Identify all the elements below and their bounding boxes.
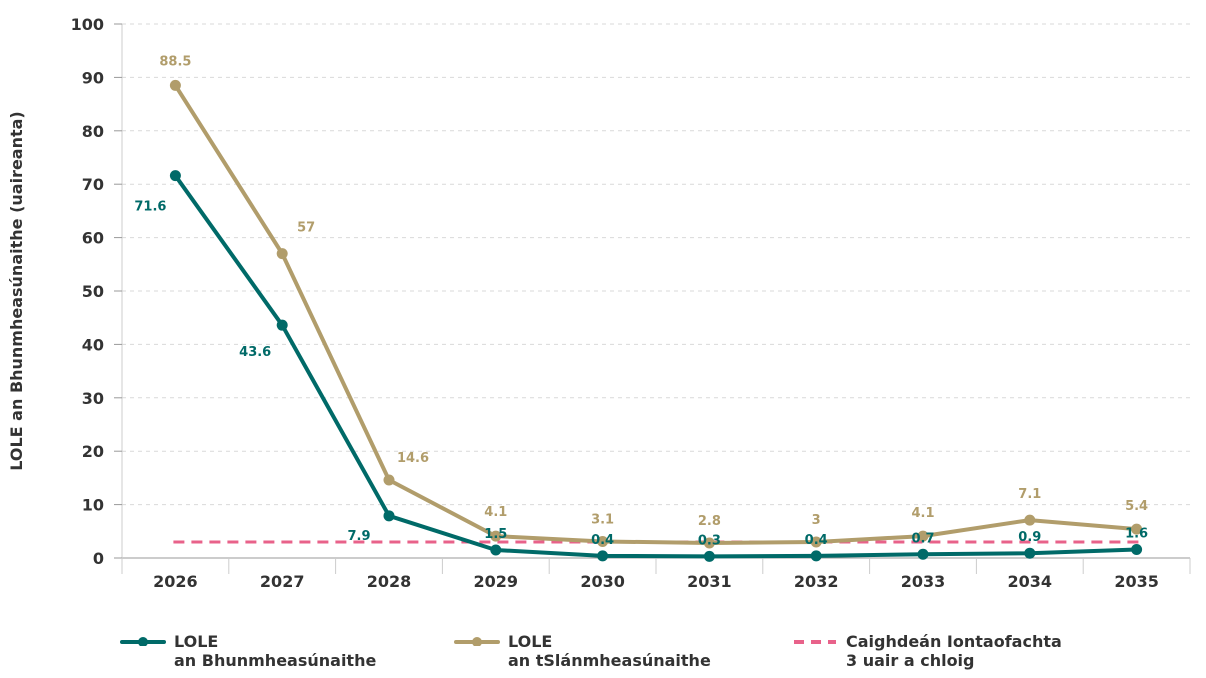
x-tick-label: 2027: [260, 572, 305, 591]
data-point-full: [1131, 523, 1143, 535]
data-label-base: 1.5: [484, 527, 507, 542]
x-tick-label: 2026: [153, 572, 198, 591]
y-tick-labels: 0 10 20 30 40 50 60 70 80 90 100: [71, 15, 122, 568]
legend-label-base-line1: LOLE: [174, 632, 219, 651]
data-point-base: [917, 548, 929, 560]
data-point-base: [490, 544, 502, 556]
legend-label-standard: Caighdeán Iontaofachta 3 uair a chloig: [846, 632, 1062, 670]
gridlines: [122, 23, 1190, 506]
data-point-full: [703, 537, 715, 549]
y-tick-label: 100: [71, 15, 104, 34]
legend-label-full-line1: LOLE: [508, 632, 553, 651]
legend-swatch-base: [120, 637, 166, 646]
legend-label-standard-line1: Caighdeán Iontaofachta: [846, 632, 1062, 651]
data-point-base: [169, 170, 181, 182]
data-point-full: [1024, 514, 1036, 526]
y-tick-label: 30: [82, 389, 104, 408]
data-label-base: 1.6: [1125, 526, 1148, 541]
data-point-full: [597, 535, 609, 547]
data-label-base: 0.9: [1018, 530, 1041, 545]
data-point-base: [597, 550, 609, 562]
y-axis-label: LOLE an Bhunmheasúnaithe (uaireanta): [7, 111, 26, 470]
x-tick-label: 2031: [687, 572, 732, 591]
data-label-full: 88.5: [159, 54, 191, 69]
legend-label-standard-line2: 3 uair a chloig: [846, 651, 975, 670]
data-label-full: 3: [812, 513, 821, 528]
x-tick-label: 2033: [901, 572, 946, 591]
data-label-full: 4.1: [911, 506, 934, 521]
y-tick-label: 50: [82, 282, 104, 301]
legend-item-standard: Caighdeán Iontaofachta 3 uair a chloig: [792, 632, 1062, 670]
data-point-base: [703, 550, 715, 562]
legend-swatch-standard: [794, 640, 836, 644]
data-label-base: 7.9: [347, 529, 370, 544]
data-label-base: 0.4: [591, 533, 614, 548]
data-label-base: 0.3: [698, 533, 721, 548]
y-tick-label: 20: [82, 442, 104, 461]
data-label-full: 57: [297, 221, 315, 236]
data-point-full: [490, 530, 502, 542]
data-label-base: 43.6: [239, 345, 271, 360]
data-label-full: 3.1: [591, 512, 614, 527]
legend-label-full: LOLE an tSlánmheasúnaithe: [508, 632, 711, 670]
data-point-full: [810, 536, 822, 548]
x-tick-label: 2028: [367, 572, 412, 591]
x-tick-label: 2032: [794, 572, 839, 591]
y-tick-label: 90: [82, 68, 104, 87]
data-point-base: [810, 550, 822, 562]
data-point-full: [917, 530, 929, 542]
series-line-base: [173, 174, 1137, 559]
data-label-base: 71.6: [134, 200, 166, 215]
x-tick-label: 2029: [474, 572, 519, 591]
y-tick-label: 80: [82, 122, 104, 141]
data-point-full: [383, 474, 395, 486]
series-group: [169, 79, 1143, 562]
data-point-base: [383, 510, 395, 522]
legend-label-base: LOLE an Bhunmheasúnaithe: [174, 632, 376, 670]
legend-label-full-line2: an tSlánmheasúnaithe: [508, 651, 711, 670]
legend-swatch-full: [454, 637, 500, 646]
data-point-full: [276, 248, 288, 260]
data-label-full: 14.6: [397, 451, 429, 466]
data-label-base: 0.4: [805, 533, 828, 548]
x-tick-labels: 2026 2027 2028 2029 2030 2031 2032 2033 2034 2035: [121, 558, 1191, 591]
data-labels: 71.6 43.6 7.9 1.5 0.4 0.3 0.4 0.7 0.9 1.6 88.5 57 14…: [134, 54, 1148, 548]
legend-item-full: LOLE an tSlánmheasúnaithe: [454, 632, 711, 670]
data-point-base: [276, 319, 288, 331]
data-label-base: 0.7: [911, 531, 934, 546]
data-label-full: 5.4: [1125, 499, 1148, 514]
data-point-full: [169, 79, 181, 91]
y-tick-label: 60: [82, 229, 104, 248]
x-tick-label: 2034: [1008, 572, 1053, 591]
y-tick-label: 40: [82, 335, 104, 354]
legend-item-base: LOLE an Bhunmheasúnaithe: [120, 632, 376, 670]
series-line-full: [173, 84, 1137, 546]
data-label-full: 7.1: [1018, 487, 1041, 502]
data-point-base: [1024, 547, 1036, 559]
x-tick-label: 2030: [580, 572, 625, 591]
data-label-full: 2.8: [698, 514, 721, 529]
y-tick-label: 70: [82, 175, 104, 194]
x-tick-label: 2035: [1114, 572, 1159, 591]
y-tick-label: 10: [82, 496, 104, 515]
data-point-base: [1131, 543, 1143, 555]
data-label-full: 4.1: [484, 505, 507, 520]
y-tick-label: 0: [93, 549, 104, 568]
legend-label-base-line2: an Bhunmheasúnaithe: [174, 651, 377, 670]
